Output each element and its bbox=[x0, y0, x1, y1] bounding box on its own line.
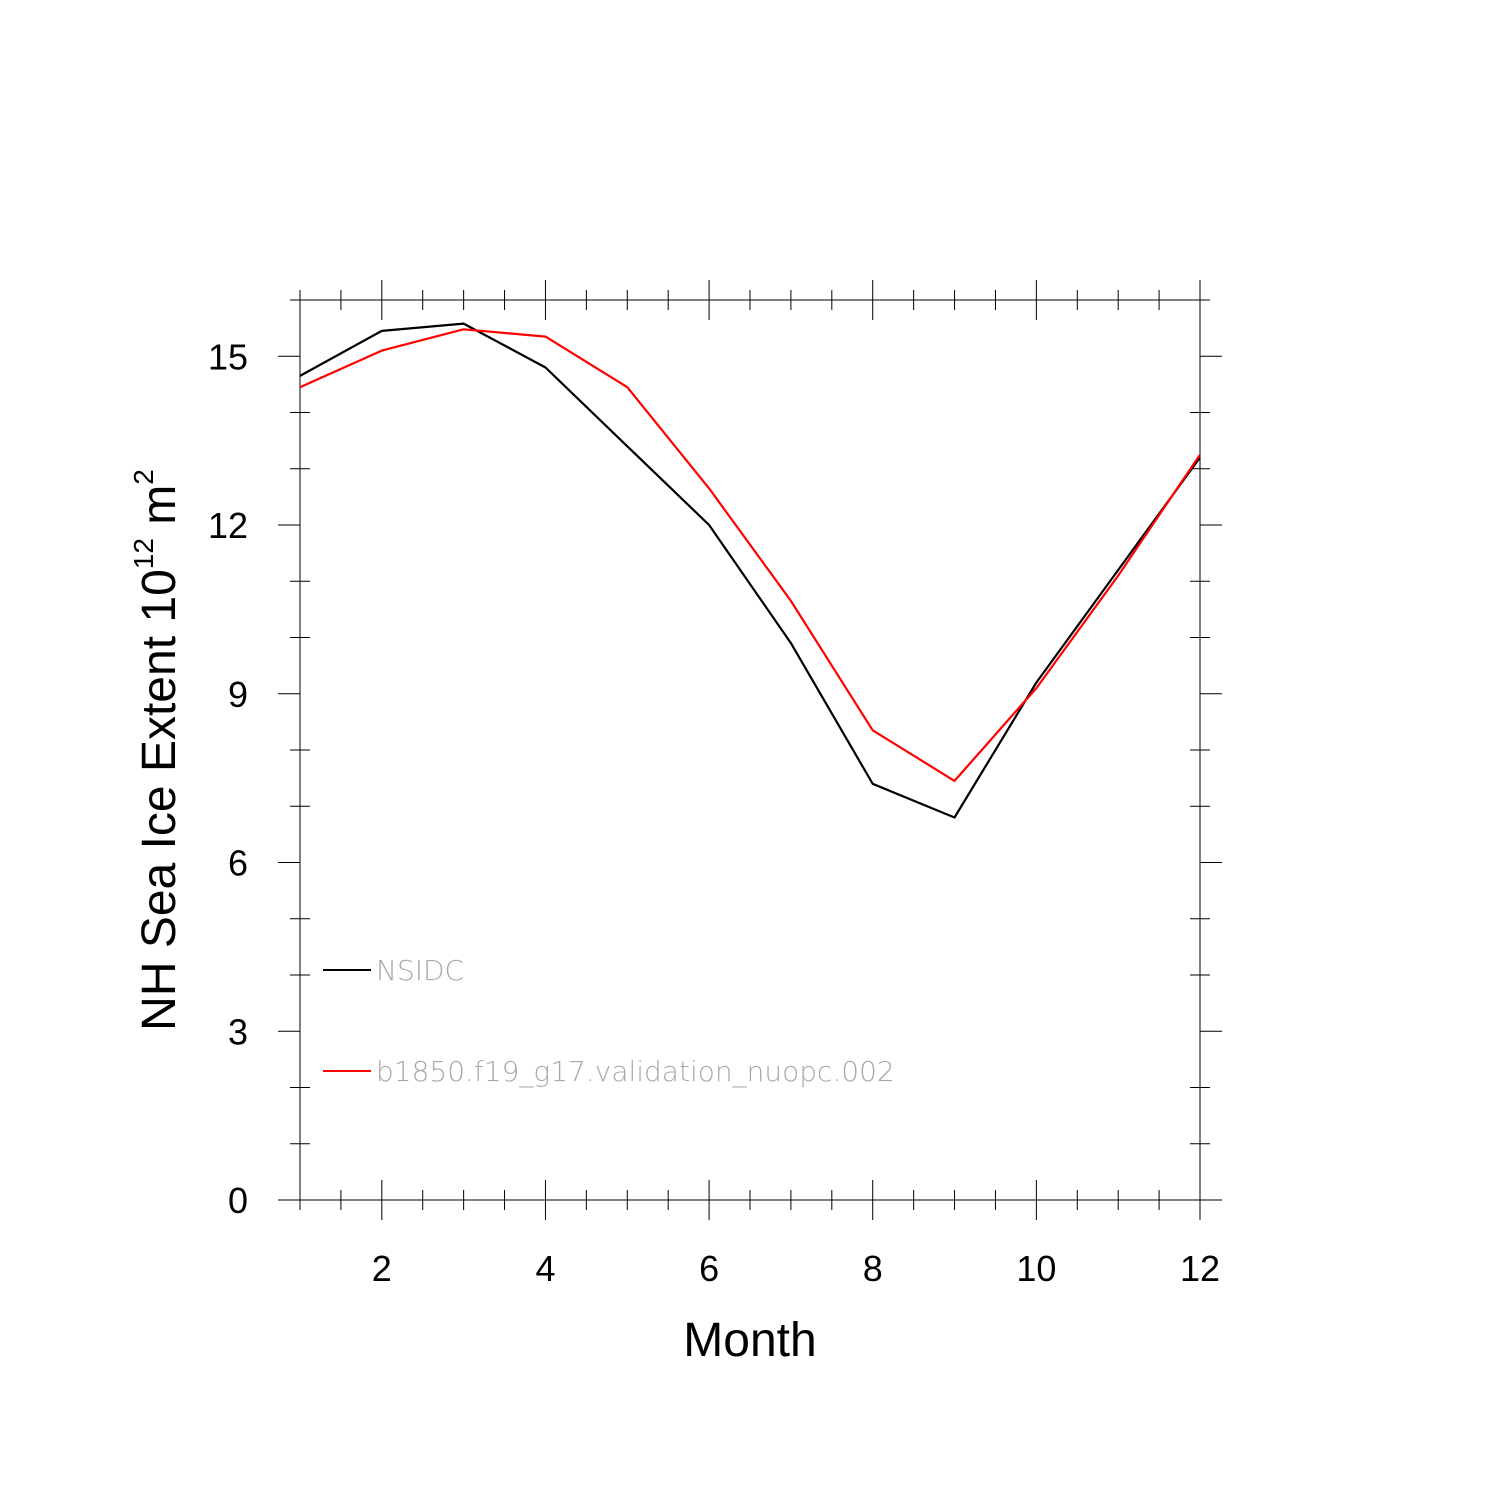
y-axis-title: NH Sea Ice Extent 1012 m2 bbox=[128, 469, 186, 1031]
x-tick-label: 4 bbox=[535, 1248, 555, 1289]
x-axis-title: Month bbox=[683, 1314, 816, 1367]
legend-label-model: b1850.f19_g17.validation_nuopc.002 bbox=[376, 1055, 895, 1089]
y-tick-label: 3 bbox=[228, 1011, 248, 1052]
series-lines bbox=[299, 322, 1201, 819]
x-tick-label: 6 bbox=[699, 1248, 719, 1289]
legend-label-nsidc: NSIDC bbox=[376, 954, 464, 987]
y-tick-label: 12 bbox=[208, 505, 248, 546]
x-tick-label: 12 bbox=[1180, 1248, 1220, 1289]
y-axis-title-unit-exponent: 2 bbox=[128, 469, 159, 485]
y-axis-title-exponent: 12 bbox=[128, 538, 159, 569]
x-tick-label: 10 bbox=[1016, 1248, 1056, 1289]
y-tick-label: 9 bbox=[228, 674, 248, 715]
y-tick-label: 0 bbox=[228, 1180, 248, 1221]
series-line-1 bbox=[299, 328, 1201, 783]
axis-ticks bbox=[278, 280, 1222, 1220]
x-tick-labels: 2 4 6 8 10 12 bbox=[372, 1248, 1220, 1289]
y-tick-labels: 0 3 6 9 12 15 bbox=[208, 336, 248, 1221]
series-line-0 bbox=[299, 322, 1201, 819]
x-tick-label: 2 bbox=[372, 1248, 392, 1289]
y-tick-label: 6 bbox=[228, 843, 248, 884]
x-tick-label: 8 bbox=[863, 1248, 883, 1289]
legend: NSIDC b1850.f19_g17.validation_nuopc.002 bbox=[323, 954, 895, 1089]
y-tick-label: 15 bbox=[208, 336, 248, 377]
